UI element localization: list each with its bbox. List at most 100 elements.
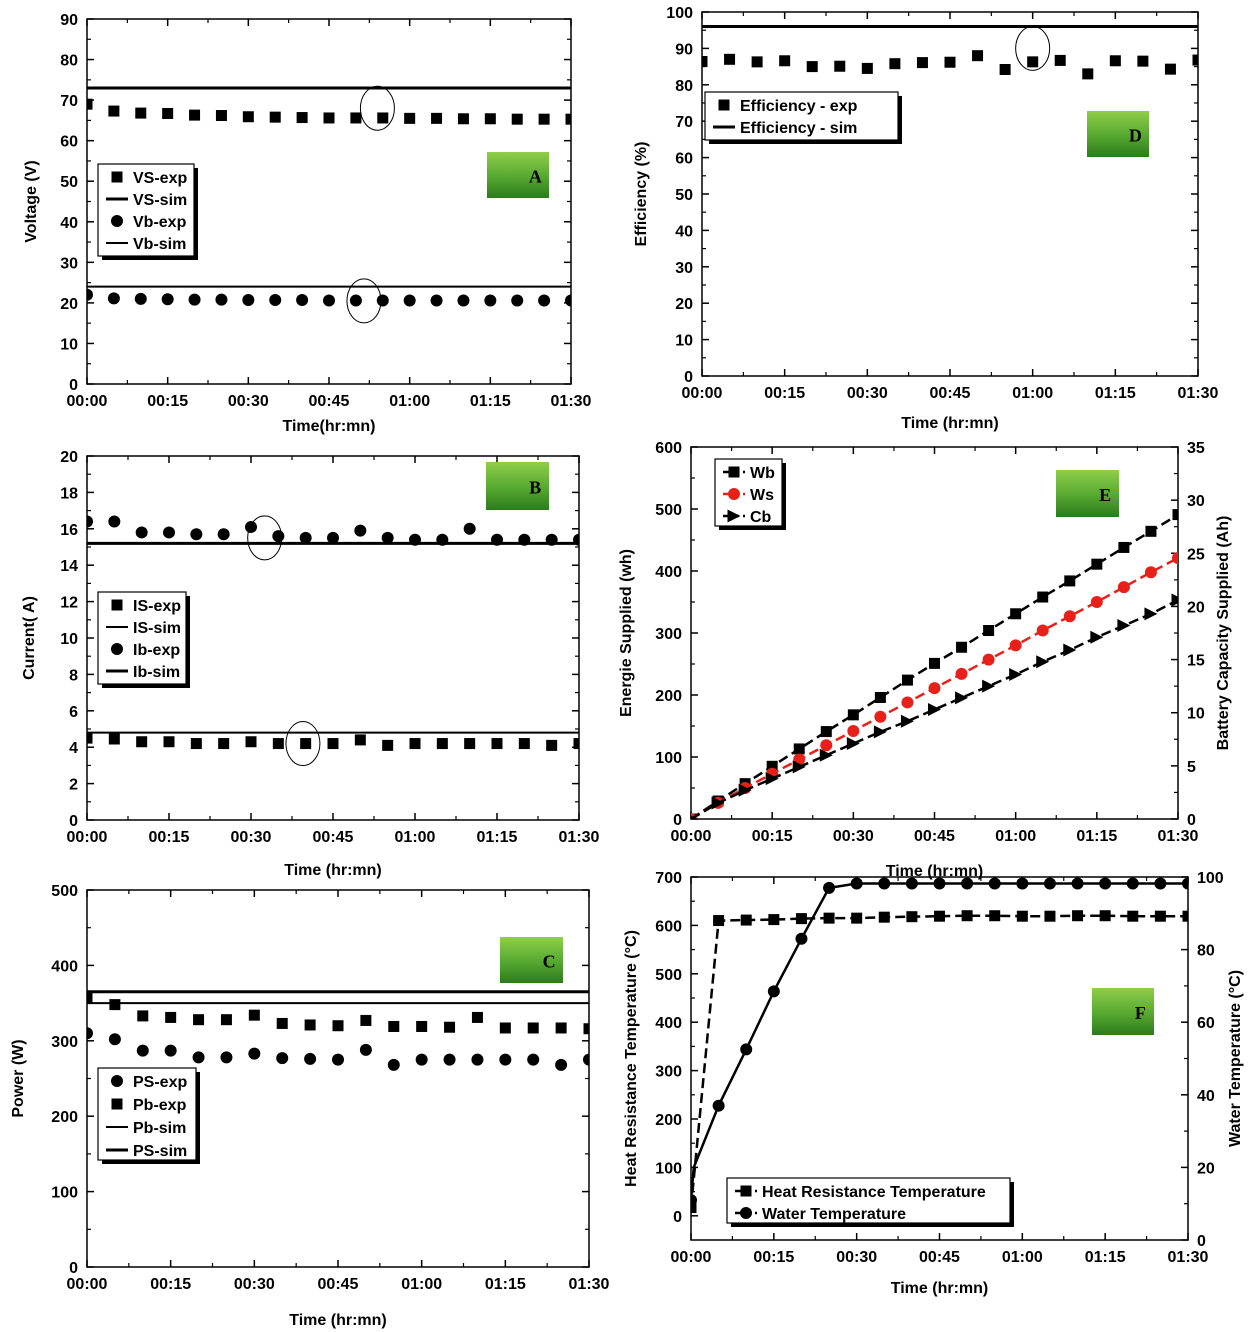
data-point [527, 1022, 539, 1034]
data-point [961, 877, 974, 890]
x-tick-label: 00:45 [919, 1249, 960, 1266]
legend-marker-swatch [740, 1185, 752, 1197]
data-point [1036, 624, 1049, 637]
data-point [982, 653, 995, 666]
y2-tick-label: 30 [1187, 493, 1205, 510]
data-point [538, 113, 550, 125]
data-point [1117, 619, 1131, 633]
panel-badge-box [1087, 111, 1149, 157]
data-point [359, 1043, 372, 1056]
legend-box [726, 1177, 1011, 1224]
x-tick-label: 01:15 [1095, 385, 1136, 402]
y2-tick-label: 80 [1197, 943, 1215, 960]
data-point [1016, 877, 1029, 890]
y-tick-label: 50 [675, 187, 693, 204]
y-tick-label: 60 [675, 151, 693, 168]
panel-a: 00:00 00:15 00:30 00:45 01:00 01:15 01:30 0 10 20… [23, 12, 592, 435]
legend-label: Cb [750, 509, 772, 526]
data-point [1072, 910, 1084, 922]
data-point [878, 877, 891, 890]
data-point [795, 932, 808, 945]
data-point [381, 531, 394, 544]
y2-tick-label: 35 [1187, 440, 1205, 457]
y-tick-label: 400 [51, 958, 78, 975]
data-point [956, 641, 968, 653]
y-tick-label: 20 [675, 296, 693, 313]
data-point [1043, 877, 1056, 890]
data-point [416, 1020, 428, 1032]
data-point [431, 112, 443, 124]
data-point [377, 112, 389, 124]
x-tick-label: 01:30 [1168, 1249, 1209, 1266]
y-axis-label: Power (W) [10, 1039, 27, 1117]
data-point [134, 292, 147, 305]
data-point [245, 520, 257, 533]
panel-badge: B [486, 462, 549, 510]
data-point [457, 113, 469, 125]
y-tick-label: 400 [655, 564, 682, 581]
legend-box [704, 91, 899, 141]
data-point [1036, 655, 1050, 669]
series-pb-exp [87, 991, 589, 1035]
x-tick-label: 00:30 [836, 1249, 877, 1266]
data-point [792, 760, 806, 774]
data-point [983, 625, 995, 637]
y-tick-label: 90 [60, 12, 78, 29]
data-point [376, 294, 389, 307]
data-point [388, 1020, 400, 1032]
series-vs-exp [87, 98, 571, 125]
data-point [161, 293, 174, 306]
data-point [162, 107, 174, 119]
y-tick-label: 16 [60, 522, 78, 539]
y-tick-label: 500 [655, 502, 682, 519]
data-point [220, 1051, 233, 1064]
data-point [327, 531, 339, 544]
x-tick-label: 01:00 [995, 828, 1036, 845]
data-point [691, 815, 698, 819]
data-point [511, 294, 524, 307]
x-tick-label: 00:45 [313, 829, 354, 846]
x-tick-label: 01:15 [477, 829, 518, 846]
y2-tick-label: 60 [1197, 1015, 1215, 1032]
data-point [1037, 591, 1049, 603]
data-point [712, 1099, 725, 1112]
data-point [87, 98, 93, 110]
y-tick-label: 12 [60, 595, 78, 612]
data-point [136, 1044, 149, 1057]
legend-label: Efficiency - exp [740, 98, 858, 115]
x-tick-label: 01:30 [569, 1276, 610, 1293]
data-point [1192, 54, 1198, 66]
legend: IS-exp IS-sim Ib-exp Ib-sim [97, 591, 190, 688]
y-tick-label: 200 [51, 1109, 78, 1126]
data-point [779, 55, 791, 67]
data-point [1099, 910, 1111, 922]
y2-tick-label: 20 [1187, 599, 1205, 616]
x-tick-label: 01:00 [395, 829, 436, 846]
x-axis-label: Time (hr:mn) [886, 863, 983, 880]
data-point [304, 1052, 317, 1065]
legend-label: PS-sim [133, 1143, 187, 1160]
data-point [464, 738, 476, 750]
data-point [387, 1058, 400, 1071]
data-point [192, 1051, 205, 1064]
data-point [850, 877, 863, 890]
x-tick-label: 01:30 [1178, 385, 1219, 402]
legend-label: Pb-sim [133, 1120, 186, 1137]
data-point [583, 1023, 589, 1035]
data-point [955, 691, 969, 705]
data-point [165, 1011, 177, 1023]
panel-badge: C [500, 937, 563, 983]
panel-b: 00:00 00:15 00:30 00:45 01:00 01:15 01:30 0 2 4 6 8… [21, 449, 600, 879]
series-line [691, 882, 1188, 1201]
legend-label: IS-exp [133, 598, 181, 615]
y-tick-label: 100 [666, 5, 693, 22]
y-tick-label: 70 [675, 114, 693, 131]
x-tick-label: 00:00 [67, 1276, 108, 1293]
x-tick-label: 00:15 [147, 393, 188, 410]
panel-d: 00:00 00:15 00:30 00:45 01:00 01:15 01:30 0 10 20… [633, 5, 1219, 432]
y-tick-label: 500 [655, 967, 682, 984]
x-tick-label: 01:15 [1076, 828, 1117, 845]
data-point [834, 60, 846, 72]
y-tick-label: 700 [655, 870, 682, 887]
data-point [218, 738, 230, 750]
